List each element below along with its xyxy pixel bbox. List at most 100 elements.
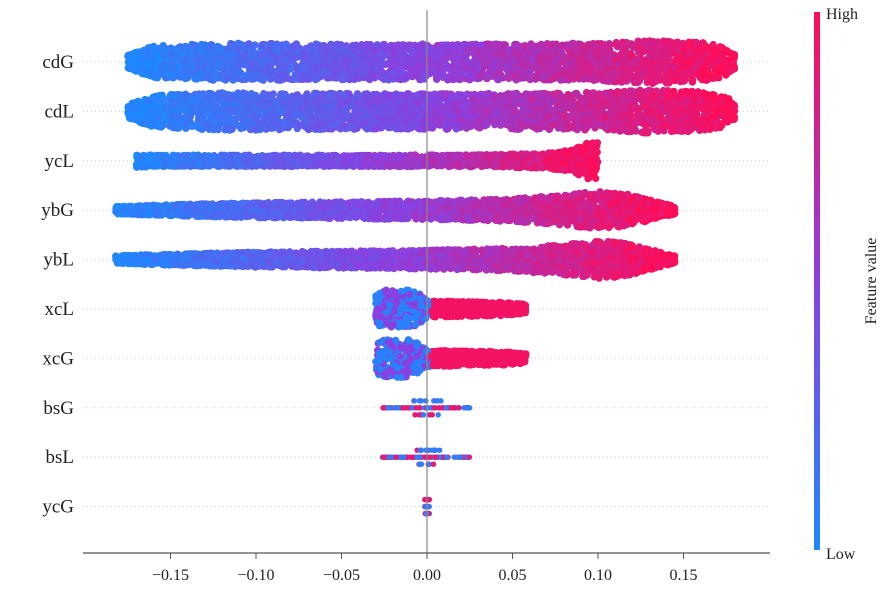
shap-point [343, 58, 351, 66]
shap-point [366, 40, 375, 49]
shap-point [292, 40, 300, 48]
shap-point [471, 90, 479, 98]
shap-point [662, 63, 670, 71]
shap-point [700, 64, 708, 72]
shap-point [233, 46, 241, 54]
shap-point [389, 69, 397, 77]
shap-point [170, 66, 178, 74]
shap-point [566, 53, 574, 61]
shap-point [685, 57, 693, 65]
shap-point [627, 51, 635, 59]
shap-point [489, 57, 497, 65]
shap-point [541, 66, 549, 74]
shap-point [479, 70, 487, 78]
shap-point [373, 41, 381, 49]
shap-point [652, 54, 661, 62]
swarm-cdL [124, 86, 739, 137]
shap-point [597, 40, 605, 48]
shap-point [586, 68, 595, 77]
shap-point [312, 76, 320, 84]
shap-point [179, 72, 187, 80]
shap-point [177, 44, 185, 52]
shap-point [449, 45, 458, 53]
shap-point [558, 41, 566, 49]
shap-point [195, 54, 203, 62]
shap-point [515, 54, 523, 62]
shap-point [687, 48, 695, 56]
shap-point [511, 42, 520, 50]
shap-point [449, 76, 457, 84]
shap-point [439, 73, 447, 81]
shap-point [326, 62, 334, 70]
shap-point [618, 38, 627, 46]
shap-point [470, 58, 478, 66]
shap-point [338, 76, 346, 84]
shap-point [437, 50, 446, 59]
shap-point [202, 60, 210, 68]
shap-point [262, 66, 270, 74]
shap-point [643, 78, 651, 86]
shap-point [557, 49, 565, 57]
shap-point [494, 76, 502, 84]
shap-point [413, 71, 421, 79]
shap-point [458, 69, 466, 78]
shap-point [605, 59, 613, 67]
shap-point [237, 69, 245, 77]
shap-point [649, 39, 657, 48]
shap-point [578, 43, 586, 51]
shap-point [193, 65, 201, 73]
shap-point [234, 40, 242, 48]
shap-point [415, 62, 423, 70]
shap-point [540, 46, 549, 55]
shap-point [239, 56, 247, 64]
shap-point [397, 47, 405, 55]
shap-point [411, 41, 419, 49]
shap-point [328, 48, 336, 57]
shap-point [251, 41, 259, 49]
shap-point [224, 51, 232, 60]
shap-point [565, 73, 573, 81]
shap-point [679, 39, 687, 47]
shap-point [442, 41, 450, 49]
shap-point [267, 57, 275, 65]
shap-point [417, 43, 425, 51]
shap-point [712, 57, 720, 65]
shap-point [449, 66, 457, 75]
shap-point [358, 58, 366, 66]
shap-point [643, 63, 651, 71]
shap-point [207, 69, 215, 77]
shap-point [644, 54, 653, 62]
shap-point [570, 64, 579, 72]
shap-point [335, 42, 343, 50]
shap-point [463, 47, 471, 56]
shap-point [465, 71, 474, 79]
shap-point [418, 52, 426, 60]
shap-point [251, 68, 259, 77]
swarm-cdG [124, 37, 739, 87]
shap-point [630, 58, 638, 66]
shap-point [299, 52, 307, 61]
shap-point [444, 51, 452, 59]
shap-point [271, 69, 279, 77]
shap-point [309, 54, 318, 63]
shap-point [166, 51, 174, 59]
shap-point [324, 70, 332, 78]
shap-point [676, 78, 685, 86]
shap-point [481, 62, 489, 70]
beeswarm-points [112, 37, 739, 517]
shap-point [136, 63, 144, 71]
shap-point [664, 53, 672, 61]
shap-point [591, 59, 599, 67]
shap-point [546, 41, 555, 49]
shap-point [636, 44, 644, 52]
shap-point [701, 41, 709, 49]
shap-point [336, 53, 344, 61]
shap-point [693, 62, 701, 70]
shap-point [402, 63, 410, 71]
shap-point [508, 71, 516, 79]
shap-point [662, 45, 670, 53]
shap-point [526, 76, 534, 84]
shap-point [717, 64, 725, 72]
shap-point [346, 76, 354, 84]
shap-point [677, 63, 686, 72]
